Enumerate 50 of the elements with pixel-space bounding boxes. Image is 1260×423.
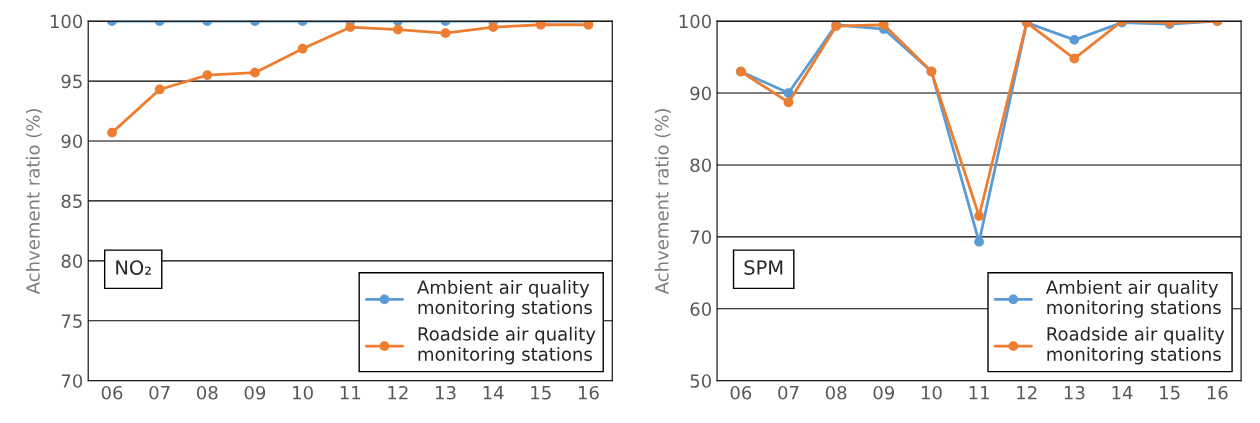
x-tick-label: 06: [101, 385, 123, 400]
x-tick-label: 10: [921, 385, 942, 400]
point: [974, 237, 984, 247]
y-tick-label: 50: [690, 374, 711, 388]
x-tick-label: 07: [778, 385, 799, 400]
x-tick-label: 10: [293, 385, 313, 400]
x-tick-label: 11: [969, 386, 989, 400]
x-tick-label: 15: [1160, 386, 1180, 400]
legend-label: Roadside air quality monitoring stations: [1047, 326, 1225, 365]
x-tick-label: 12: [388, 385, 408, 400]
legend-label: Ambient air quality monitoring stations: [417, 280, 592, 318]
y-tick-label: 100: [50, 14, 83, 29]
x-tick-label: 09: [244, 385, 266, 400]
x-tick-label: 07: [149, 385, 170, 400]
x-tick-label: 12: [1017, 385, 1037, 400]
x-tick-label: 14: [1112, 386, 1133, 400]
y-tick-label: 80: [61, 254, 83, 268]
y-tick-label: 90: [690, 86, 711, 101]
x-tick-label: 15: [531, 386, 551, 400]
point: [878, 21, 889, 30]
point: [783, 88, 794, 98]
x-tick-label: 09: [873, 385, 895, 400]
annotation: NO₂: [116, 260, 151, 275]
point: [783, 97, 794, 108]
y-axis-title: Achvement ratio (%): [654, 109, 671, 295]
x-tick-label: 16: [578, 385, 599, 400]
y-axis-title: Achvement ratio (%): [25, 109, 42, 295]
legend-label: Ambient air quality monitoring stations: [1045, 280, 1221, 318]
x-tick-label: 06: [730, 385, 752, 400]
y-tick-label: 70: [61, 374, 83, 388]
x-tick-label: 08: [197, 385, 218, 400]
y-tick-label: 75: [61, 314, 82, 328]
point: [1069, 34, 1080, 45]
y-tick-label: 60: [690, 302, 711, 316]
x-tick-label: 14: [483, 386, 504, 400]
y-tick-label: 80: [690, 158, 711, 173]
x-tick-label: 13: [436, 385, 456, 400]
point: [1069, 53, 1080, 64]
y-tick-label: 85: [61, 194, 82, 209]
y-tick-label: 100: [679, 14, 711, 29]
x-tick-label: 13: [1064, 385, 1085, 400]
x-tick-label: 08: [825, 385, 847, 400]
legend-label: Roadside air quality monitoring stations: [418, 326, 596, 365]
y-tick-label: 90: [61, 134, 83, 149]
annotation: SPM: [744, 260, 783, 275]
y-tick-label: 70: [690, 230, 711, 244]
point: [974, 211, 984, 221]
y-tick-label: 95: [61, 74, 82, 89]
x-tick-label: 11: [340, 386, 361, 400]
x-tick-label: 16: [1207, 385, 1228, 400]
